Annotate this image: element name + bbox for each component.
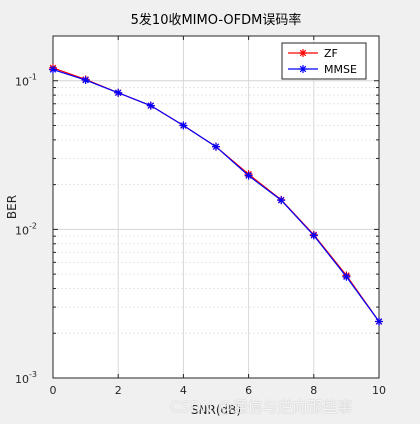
plot-area bbox=[53, 36, 379, 378]
data-point-mmse bbox=[81, 76, 90, 85]
data-point-mmse bbox=[114, 88, 123, 97]
legend-box bbox=[281, 42, 367, 80]
x-tick-label: 8 bbox=[310, 384, 317, 397]
legend-label-mmse: MMSE bbox=[324, 63, 357, 76]
legend-marker-mmse bbox=[299, 65, 307, 73]
x-tick-label: 6 bbox=[245, 384, 252, 397]
axes-box bbox=[52, 35, 380, 379]
chart-title: 5发10收MIMO-OFDM误码率 bbox=[131, 12, 302, 28]
x-tick-label: 2 bbox=[115, 384, 122, 397]
legend-marker-zf bbox=[299, 49, 307, 57]
data-point-mmse bbox=[309, 231, 318, 240]
data-point-mmse bbox=[375, 317, 383, 326]
y-tick-label: 10-3 bbox=[15, 370, 37, 386]
legend-label-zf: ZF bbox=[324, 47, 338, 60]
x-axis-label: SNR(dB) bbox=[191, 403, 241, 417]
y-tick-label: 10-1 bbox=[15, 73, 37, 89]
data-point-mmse bbox=[146, 101, 155, 110]
data-point-mmse bbox=[49, 65, 57, 74]
data-point-mmse bbox=[244, 171, 253, 180]
data-point-mmse bbox=[179, 121, 188, 130]
data-point-mmse bbox=[212, 142, 220, 151]
y-axis-label: BER bbox=[5, 195, 19, 219]
data-point-mmse bbox=[277, 196, 286, 205]
x-tick-label: 0 bbox=[50, 384, 57, 397]
x-tick-label: 4 bbox=[180, 384, 187, 397]
y-tick-label: 10-2 bbox=[15, 221, 37, 237]
data-point-mmse bbox=[342, 272, 351, 281]
x-tick-label: 10 bbox=[372, 384, 386, 397]
watermark: CSDN @通信与逆向那些事 bbox=[170, 398, 353, 416]
